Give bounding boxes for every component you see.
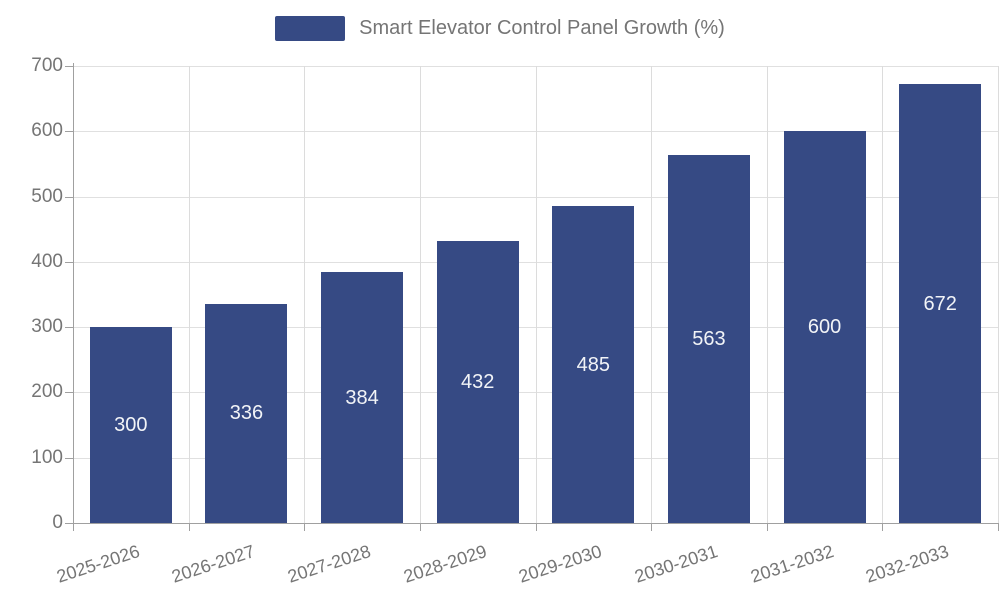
gridline-v xyxy=(535,66,537,523)
legend-label: Smart Elevator Control Panel Growth (%) xyxy=(359,17,725,39)
bar-value-label: 672 xyxy=(923,292,957,315)
bar-2030-2031[interactable]: 563 xyxy=(667,155,750,523)
y-axis-tick-label: 600 xyxy=(31,120,63,142)
x-axis-tick xyxy=(535,523,537,531)
y-axis-tick xyxy=(65,392,73,394)
bar-2025-2026[interactable]: 300 xyxy=(89,327,172,523)
x-axis-tick xyxy=(998,523,999,531)
bar-2026-2027[interactable]: 336 xyxy=(205,303,288,523)
y-axis-tick-label: 0 xyxy=(52,512,63,533)
gridline-v xyxy=(882,66,884,523)
y-axis-tick-label: 700 xyxy=(31,55,63,76)
bar-2031-2032[interactable]: 600 xyxy=(783,131,866,523)
bar-value-label: 432 xyxy=(461,370,495,393)
legend-swatch xyxy=(275,16,346,41)
y-axis-tick xyxy=(65,327,73,329)
y-axis-tick-label: 400 xyxy=(31,250,63,272)
y-axis-tick-label: 100 xyxy=(31,446,63,468)
y-axis-line xyxy=(73,63,74,531)
gridline-v xyxy=(188,66,190,523)
y-axis-tick xyxy=(65,131,73,133)
bar-2028-2029[interactable]: 432 xyxy=(436,240,519,523)
y-axis-tick xyxy=(65,66,73,67)
y-axis-tick xyxy=(65,457,73,459)
x-axis-tick xyxy=(882,523,884,531)
bar-value-label: 563 xyxy=(692,328,726,351)
bar-value-label: 300 xyxy=(114,414,148,437)
gridline-v xyxy=(998,66,999,523)
x-axis-tick xyxy=(766,523,768,531)
y-axis-tick-label: 500 xyxy=(31,185,63,207)
bar-value-label: 600 xyxy=(807,316,842,339)
bar-value-label: 336 xyxy=(229,402,264,425)
gridline-v xyxy=(766,66,768,523)
x-axis-tick xyxy=(651,523,653,531)
gridline-v xyxy=(651,66,653,523)
gridline-v xyxy=(304,66,306,523)
bar-2029-2030[interactable]: 485 xyxy=(552,206,635,523)
x-axis-tick xyxy=(419,523,421,531)
y-axis-tick xyxy=(65,261,73,263)
bar-value-label: 485 xyxy=(576,353,610,376)
x-axis-tick xyxy=(188,523,190,531)
y-axis-tick-label: 300 xyxy=(31,316,63,338)
bar-value-label: 384 xyxy=(345,386,379,409)
y-axis-tick xyxy=(65,196,73,198)
chart-legend[interactable]: Smart Elevator Control Panel Growth (%) xyxy=(0,16,1000,41)
y-axis-tick-label: 200 xyxy=(31,381,63,403)
gridline-v xyxy=(419,66,421,523)
bar-2027-2028[interactable]: 384 xyxy=(321,272,404,523)
x-axis-tick xyxy=(304,523,306,531)
x-axis-line xyxy=(65,523,998,524)
bar-2032-2033[interactable]: 672 xyxy=(899,84,982,523)
